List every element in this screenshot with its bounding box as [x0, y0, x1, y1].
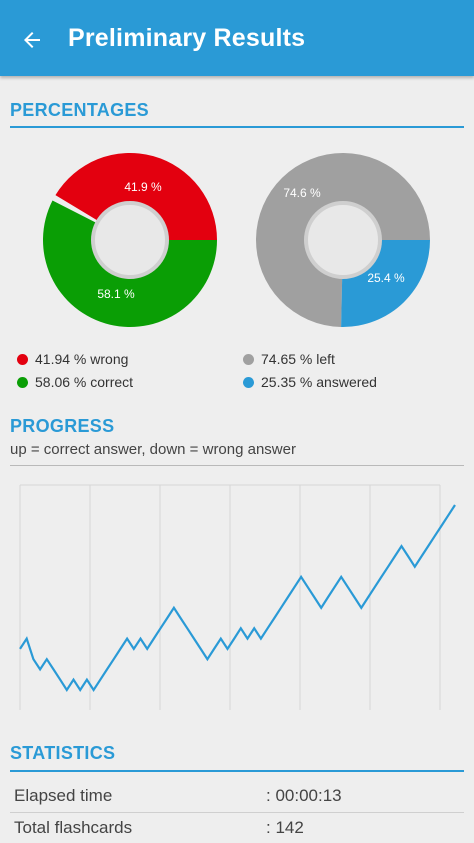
answered-slice	[341, 240, 430, 327]
legend-answered-label: 25.35 % answered	[261, 374, 377, 390]
legend-wrong-label: 41.94 % wrong	[35, 351, 129, 367]
statistics-heading: STATISTICS	[10, 743, 116, 763]
legend-left: 74.65 % left	[243, 351, 335, 367]
app-bar: Preliminary Results	[0, 0, 474, 76]
donut2-hole-ring	[304, 201, 382, 279]
legend-wrong: 41.94 % wrong	[17, 351, 128, 367]
wrong-percent-label: 41.9 %	[124, 180, 162, 194]
left-percent-label: 74.6 %	[283, 186, 321, 200]
stat-value-total: : 142	[266, 818, 304, 837]
stat-label-total: Total flashcards	[14, 818, 133, 837]
stat-label-elapsed: Elapsed time	[14, 786, 113, 805]
stat-row-divider	[10, 812, 464, 813]
progress-grid	[19, 484, 441, 710]
back-button[interactable]	[10, 18, 54, 62]
correct-dot-icon	[17, 376, 28, 388]
answered-dot-icon	[243, 376, 254, 388]
progress-series-line	[19, 504, 456, 693]
wrong-correct-donut-chart: 41.9 % 58.1 %	[43, 153, 218, 327]
wrong-dot-icon	[17, 353, 28, 365]
progress-subtitle: up = correct answer, down = wrong answer	[10, 441, 296, 458]
statistics-divider	[10, 770, 464, 772]
legend-left-label: 74.65 % left	[261, 351, 335, 367]
legend-correct-label: 58.06 % correct	[35, 374, 134, 390]
left-slice	[256, 153, 430, 327]
arrow-left-icon	[24, 32, 40, 48]
donut2: 74.6 % 25.4 %	[256, 153, 430, 327]
percentages-divider	[10, 126, 464, 128]
correct-slice	[43, 200, 218, 327]
correct-percent-label: 58.1 %	[97, 287, 135, 301]
progress-divider	[10, 465, 464, 466]
donut1-hole-ring	[91, 201, 169, 279]
left-answered-donut-chart: 74.6 % 25.4 %	[256, 153, 430, 327]
legend-correct: 58.06 % correct	[17, 374, 133, 390]
answered-percent-label: 25.4 %	[367, 271, 405, 285]
percentages-heading: PERCENTAGES	[10, 100, 149, 120]
progress-heading: PROGRESS	[10, 416, 115, 436]
progress-line-chart	[19, 484, 456, 710]
left-dot-icon	[243, 353, 254, 365]
stat-value-elapsed: : 00:00:13	[266, 786, 342, 805]
donut1: 41.9 % 58.1 %	[43, 153, 218, 327]
legend-answered: 25.35 % answered	[243, 374, 377, 390]
wrong-slice	[55, 153, 217, 240]
page-title: Preliminary Results	[68, 24, 306, 52]
